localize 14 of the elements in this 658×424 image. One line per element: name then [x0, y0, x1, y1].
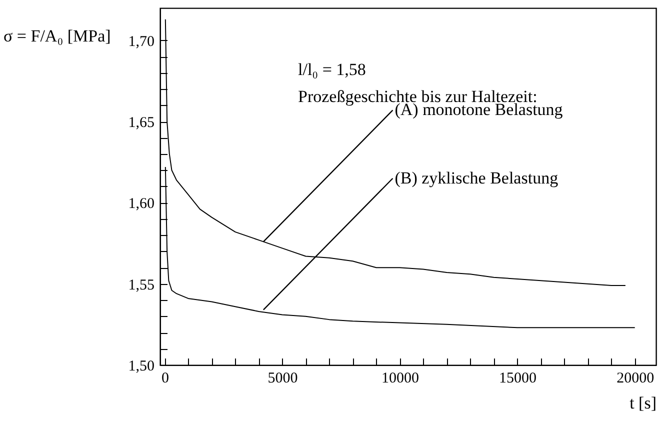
x-tick-label: 15000: [499, 370, 537, 386]
x-tick-label: 20000: [616, 370, 654, 386]
y-axis-title: σ = F/A₀ [MPa]: [4, 26, 111, 46]
x-tick-label: 0: [161, 370, 169, 386]
y-tick-label: 1,60: [128, 196, 154, 212]
x-tick-label: 10000: [382, 370, 420, 386]
annotation: l/l₀ = 1,58: [298, 60, 366, 79]
annotation: (B) zyklische Belastung: [394, 168, 559, 188]
x-tick-label: 5000: [268, 370, 298, 386]
y-tick-label: 1,50: [128, 358, 154, 374]
y-tick-label: 1,55: [128, 277, 154, 294]
y-tick-label: 1,65: [128, 115, 154, 132]
x-axis-title: t [s]: [630, 394, 656, 412]
y-tick-label: 1,70: [128, 34, 154, 50]
